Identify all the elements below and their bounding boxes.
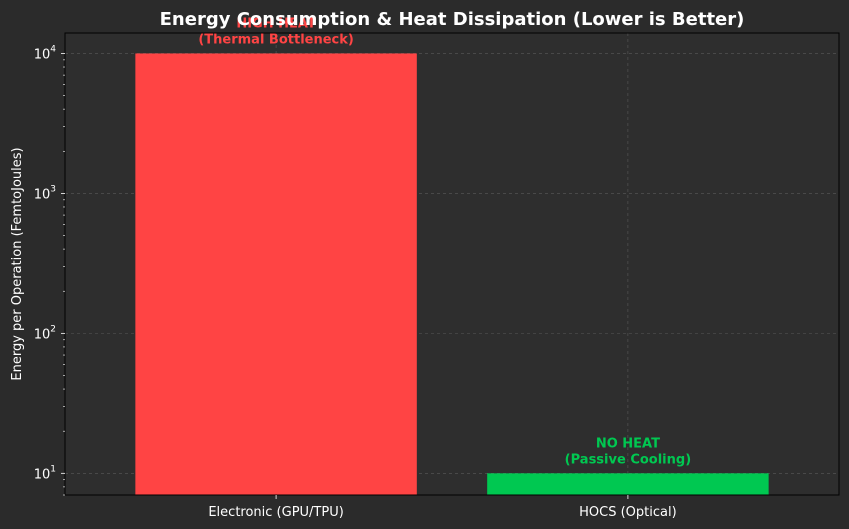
- bar-annotation: (Thermal Bottleneck): [198, 32, 354, 47]
- bar-annotation: HIGH HEAT: [236, 16, 316, 31]
- y-tick-label-base: 10: [34, 467, 51, 482]
- y-tick-label: 103: [34, 184, 56, 202]
- bar: [135, 53, 417, 496]
- x-tick-label: HOCS (Optical): [579, 505, 677, 520]
- bar-annotation: NO HEAT: [596, 436, 660, 451]
- y-tick-label-exponent: 2: [50, 324, 56, 334]
- y-tick-label-base: 10: [34, 187, 51, 202]
- y-tick-label-exponent: 1: [50, 464, 56, 474]
- bar-annotation: (Passive Cooling): [565, 452, 691, 467]
- x-axis: Electronic (GPU/TPU) HOCS (Optical): [208, 495, 677, 520]
- x-tick-label: Electronic (GPU/TPU): [208, 505, 343, 520]
- y-tick-label: 101: [34, 464, 56, 482]
- y-tick-label-exponent: 4: [50, 44, 56, 54]
- y-tick-label-base: 10: [34, 47, 51, 62]
- y-tick-label: 102: [34, 324, 56, 342]
- bars: [135, 53, 769, 496]
- plot-frame: [64, 32, 840, 496]
- y-axis-label: Energy per Operation (FemtoJoules): [10, 147, 25, 380]
- bar: [487, 473, 769, 495]
- y-tick-label: 104: [34, 44, 57, 62]
- annotations: HIGH HEAT(Thermal Bottleneck) NO HEAT(Pas…: [198, 16, 691, 467]
- y-tick-label-exponent: 3: [50, 184, 56, 194]
- chart-title: Energy Consumption & Heat Dissipation (L…: [160, 9, 745, 30]
- y-tick-label-base: 10: [34, 327, 51, 342]
